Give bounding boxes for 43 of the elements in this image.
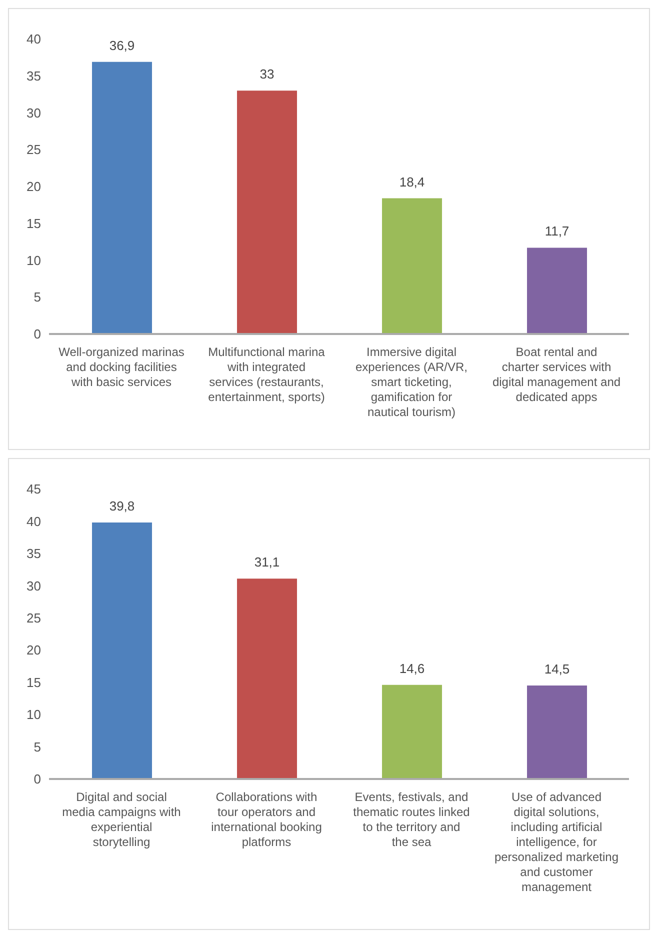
y-tick-label: 20: [26, 642, 41, 658]
bar: [237, 90, 297, 334]
x-tick-label: Events, festivals, and thematic routes linked to the territory and the sea: [353, 790, 470, 849]
x-tick-label: Use of advanced digital solutions, including artificial intelligence, for personalized marketing and customer management: [494, 790, 619, 894]
y-tick-label: 30: [26, 105, 41, 120]
data-label: 18,4: [399, 174, 425, 190]
data-label: 39,8: [109, 498, 135, 514]
y-tick-label: 5: [34, 739, 41, 754]
bar: [237, 578, 297, 779]
y-tick-label: 20: [26, 179, 41, 194]
x-tick-label: Multifunctional marina with integrated services (restaurants, entertainment, sports): [208, 345, 326, 404]
y-tick-label: 15: [26, 674, 41, 690]
data-label: 33: [260, 66, 274, 82]
data-label: 11,7: [544, 224, 570, 239]
y-tick-label: 35: [26, 68, 41, 84]
x-tick-label: Boat rental and charter services with digital management and dedicated apps: [492, 345, 621, 404]
data-label: 31,1: [254, 554, 280, 570]
bar: [382, 198, 442, 334]
y-tick-label: 10: [26, 252, 41, 268]
y-tick-label: 0: [34, 326, 41, 342]
bar: [527, 686, 587, 779]
bar: [382, 684, 442, 779]
y-tick-label: 15: [26, 216, 41, 231]
y-tick-label: 25: [26, 610, 41, 626]
y-tick-label: 40: [26, 32, 41, 47]
x-tick-label: Collaborations with tour operators and international booking platforms: [211, 790, 322, 849]
y-tick-label: 35: [26, 546, 41, 562]
y-tick-label: 5: [34, 290, 41, 305]
bar: [92, 522, 152, 779]
y-tick-label: 45: [26, 482, 41, 497]
x-tick-label: Immersive digital experiences (AR/VR, smart ticketing, gamification for nautical tourism): [355, 345, 468, 419]
y-tick-label: 25: [26, 142, 41, 158]
data-label: 36,9: [109, 38, 135, 53]
y-tick-label: 40: [26, 514, 41, 529]
y-tick-label: 30: [26, 578, 41, 594]
y-tick-label: 10: [26, 707, 41, 722]
data-label: 14,5: [544, 662, 570, 677]
bar: [527, 248, 587, 334]
x-tick-label: Digital and social media campaigns with experiential storytelling: [62, 790, 181, 849]
x-tick-label: Well-organized marinas and docking facilities with basic services: [58, 345, 184, 389]
data-label: 14,6: [399, 660, 425, 676]
y-tick-label: 0: [34, 772, 41, 787]
bar: [92, 62, 152, 334]
